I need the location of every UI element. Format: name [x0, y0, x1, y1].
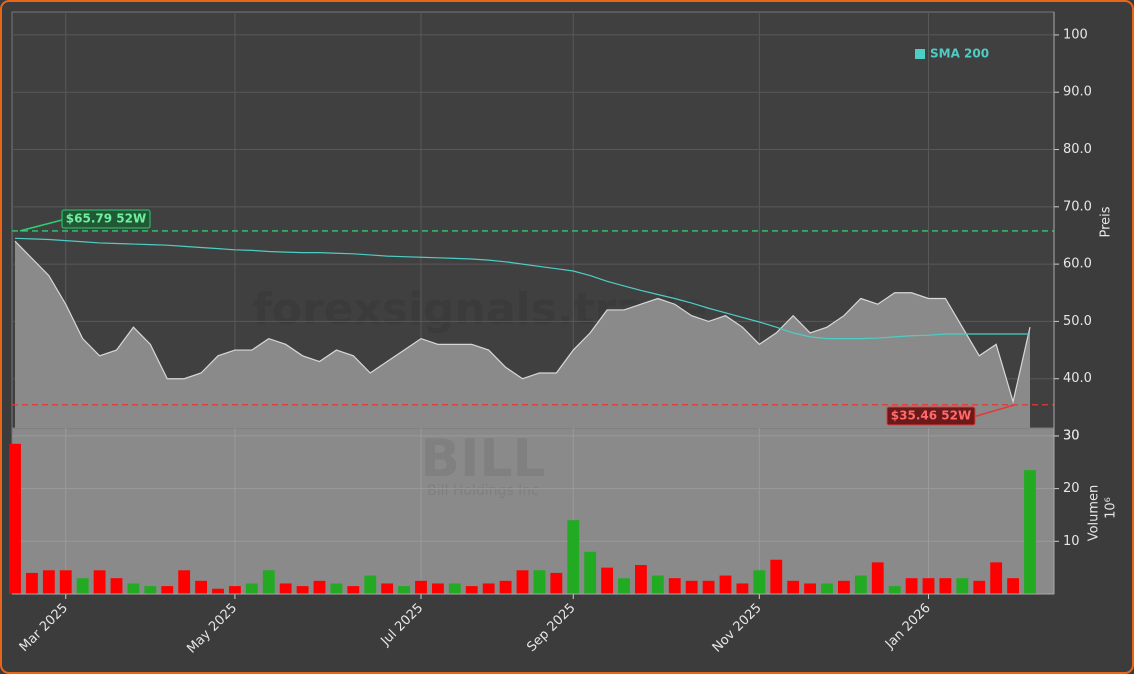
- volume-bar: [939, 578, 952, 594]
- volume-bar: [178, 570, 191, 594]
- volume-bar: [245, 583, 258, 594]
- watermark-symbol: BILL: [420, 429, 545, 489]
- volume-bar: [42, 570, 55, 594]
- volume-bar: [330, 583, 343, 594]
- price-line: [14, 240, 1031, 405]
- volume-bar: [804, 583, 817, 594]
- volume-bar: [719, 575, 732, 594]
- volume-bar: [516, 570, 529, 594]
- volume-bar: [93, 570, 106, 594]
- y-tick-label: 50.0: [1063, 314, 1092, 329]
- volume-bar: [854, 575, 867, 594]
- volume-bar: [347, 586, 360, 594]
- volume-bar: [1007, 578, 1020, 594]
- y-tick-label: 30: [1063, 429, 1080, 444]
- volume-bar: [499, 580, 512, 594]
- volume-bar: [482, 583, 495, 594]
- volume-bar: [922, 578, 935, 594]
- volume-axis-label: Volumen: [1087, 485, 1102, 542]
- volume-bar: [888, 586, 901, 594]
- volume-bar: [110, 578, 123, 594]
- y-axis-label: Preis: [1099, 206, 1114, 237]
- volume-bar: [228, 586, 241, 594]
- volume-bar: [787, 580, 800, 594]
- volume-bar: [905, 578, 918, 594]
- volume-bar: [161, 586, 174, 594]
- volume-bar: [668, 578, 681, 594]
- volume-bar: [25, 572, 38, 594]
- volume-bar: [837, 580, 850, 594]
- legend-marker: [915, 49, 925, 59]
- hline-label: $65.79 52W: [66, 212, 146, 226]
- y-tick-label: 20: [1063, 481, 1080, 496]
- volume-bar: [296, 586, 309, 594]
- y-tick-label: 90.0: [1063, 85, 1092, 100]
- volume-bar: [9, 443, 21, 594]
- watermark-company: Bill Holdings Inc: [427, 483, 539, 499]
- volume-bar: [685, 580, 698, 594]
- y-tick-label: 30: [1063, 428, 1080, 443]
- hline-label-box: [61, 209, 151, 229]
- hline-arrow: [19, 219, 63, 232]
- volume-bar: [618, 578, 630, 594]
- volume-bar: [415, 580, 427, 594]
- y-tick-label: 100: [1063, 27, 1088, 42]
- y-tick-label: 40.0: [1063, 371, 1092, 386]
- volume-bar: [990, 562, 1003, 594]
- sma-line: [14, 237, 1030, 340]
- volume-bar: [431, 583, 444, 594]
- hline-label: $35.46 52W: [891, 409, 971, 423]
- volume-bar: [601, 567, 614, 594]
- volume-bar: [567, 520, 580, 594]
- hline-arrow: [972, 403, 1016, 418]
- volume-bar: [381, 583, 394, 594]
- volume-bar: [702, 580, 715, 594]
- volume-bar: [127, 583, 140, 594]
- volume-bar: [736, 583, 749, 594]
- volume-bar: [770, 559, 783, 594]
- volume-bar: [550, 572, 563, 594]
- y-tick-label: 10: [1063, 534, 1080, 549]
- volume-bar: [59, 570, 72, 594]
- volume-bar: [144, 586, 157, 594]
- volume-bar: [533, 570, 546, 594]
- volume-bar: [465, 586, 478, 594]
- volume-bar: [195, 580, 208, 594]
- volume-bar: [398, 586, 411, 594]
- volume-bar: [651, 575, 664, 594]
- volume-bar: [212, 588, 224, 594]
- volume-bar: [634, 565, 647, 594]
- volume-bar: [584, 551, 597, 594]
- volume-scale-label: 10⁶: [1104, 497, 1119, 519]
- y-tick-label: 60.0: [1063, 257, 1092, 272]
- volume-bar: [364, 575, 377, 594]
- price-area: [15, 241, 1030, 428]
- volume-bar: [871, 562, 884, 594]
- y-tick-label: 70.0: [1063, 199, 1092, 214]
- legend-label: SMA 200: [930, 47, 989, 61]
- volume-bar: [753, 570, 766, 594]
- hline-label-box: [886, 406, 976, 426]
- volume-bar: [262, 570, 275, 594]
- volume-bar: [821, 583, 833, 594]
- volume-bar: [279, 583, 292, 594]
- volume-bar: [313, 580, 326, 594]
- volume-bar: [76, 578, 89, 594]
- volume-bar: [448, 583, 461, 594]
- volume-bar: [1024, 470, 1036, 594]
- volume-bar: [956, 578, 969, 594]
- volume-bar: [973, 580, 986, 594]
- y-tick-label: 80.0: [1063, 142, 1092, 157]
